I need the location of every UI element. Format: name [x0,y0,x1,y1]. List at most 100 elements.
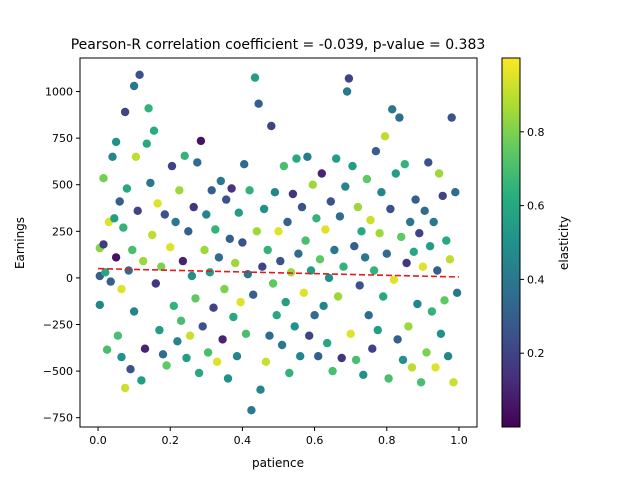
scatter-point [415,229,424,238]
scatter-point [241,329,251,338]
scatter-point [413,299,422,309]
scatter-point [151,279,160,288]
scatter-point [418,262,428,271]
scatter-point [452,288,462,297]
scatter-point [178,256,188,266]
scatter-point [445,255,455,264]
scatter-point [393,335,402,344]
scatter-point [126,365,135,374]
scatter-point [129,81,139,91]
colorbar-tick-label: 0.8 [527,126,545,139]
scatter-point [442,236,451,245]
scatter-point [449,378,458,387]
y-tick-label: −250 [43,319,73,332]
scatter-point [429,217,438,227]
scatter-point [274,227,283,236]
scatter-point [427,307,437,316]
scatter-point [276,256,285,266]
scatter-point [120,383,130,393]
scatter-point [436,329,446,338]
scatter-point [324,273,334,283]
y-tick-label: −750 [43,412,73,425]
y-tick-label: 0 [66,272,73,285]
scatter-point [238,238,247,247]
scatter-point [225,234,234,243]
scatter-point [305,331,314,340]
points-layer [95,70,462,415]
scatter-point [451,188,460,197]
y-tick-label: 250 [52,225,73,238]
scatter-point [267,121,276,131]
scatter-point [351,355,361,365]
scatter-point [189,202,198,212]
scatter-point [205,268,215,277]
scatter-point [196,136,206,146]
scatter-point [357,227,366,236]
colorbar-tick-label: 0.6 [527,200,545,213]
scatter-point [144,104,153,113]
scatter-point [207,186,216,195]
x-tick-label: 0.2 [161,434,179,447]
scatter-point [360,253,370,262]
scatter-point [153,199,162,208]
scatter-point [106,277,115,286]
colorbar-label: elasticity [557,216,571,270]
scatter-point [397,232,406,242]
y-tick-label: −500 [43,365,73,378]
scatter-point [268,279,278,288]
scatter-point [323,338,332,348]
scatter-point [193,158,202,167]
trend-line [98,267,459,278]
scatter-point [137,376,146,385]
scatter-point [160,210,169,219]
x-tick-label: 0.0 [89,434,107,447]
scatter-point [388,105,397,114]
trend-layer [98,267,459,278]
scatter-point [185,331,195,340]
plot-frame [79,57,478,428]
scatter-point [203,348,213,357]
scatter-point [315,255,325,264]
y-axis-label: Earnings [13,217,27,269]
scatter-point [402,258,411,268]
scatter-point [101,268,110,277]
scatter-point [99,174,108,183]
x-axis-ticks: 0.0 0.2 0.4 0.6 0.8 1.0 [89,427,468,447]
scatter-point [425,242,435,251]
x-tick-label: 1.0 [450,434,468,447]
scatter-point [218,335,227,344]
scatter-point [250,73,260,82]
scatter-point [191,294,200,303]
x-tick-label: 0.6 [306,434,324,447]
scatter-point [187,271,197,281]
scatter-point [249,290,258,299]
scatter-point [128,245,137,255]
scatter-point [333,292,343,301]
scatter-point [272,311,281,320]
scatter-point [285,368,294,378]
scatter-point [247,406,256,415]
scatter-point [321,225,330,234]
scatter-point [256,385,265,394]
scatter-point [180,151,189,160]
scatter-point [102,345,112,354]
scatter-point [279,161,289,171]
chart-title: Pearson-R correlation coefficient = -0.0… [71,37,486,53]
scatter-point [342,87,352,96]
scatter-point [348,161,357,171]
scatter-point [108,152,117,161]
scatter-point [292,154,301,163]
scatter-point [113,331,123,340]
scatter-point [411,195,420,204]
scatter-point [277,340,287,350]
scatter-point [330,245,339,255]
scatter-point [202,210,211,219]
scatter-point [359,370,368,379]
scatter-point [119,223,128,232]
scatter-point [406,217,415,227]
scatter-point [434,169,444,178]
scatter-point [308,180,317,189]
scatter-point [369,266,379,275]
scatter-point [443,352,453,361]
